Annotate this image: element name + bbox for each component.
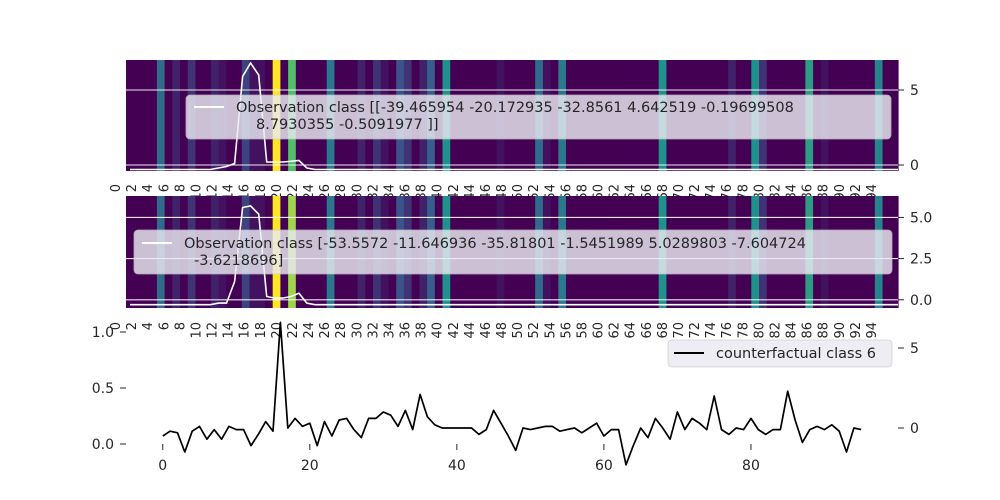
x-tick-label: 14 (222, 322, 237, 339)
heatmap-cell (890, 60, 899, 171)
x-tick-label: 18 (254, 322, 269, 339)
x-tick-label: 36 (399, 322, 414, 339)
x-tick-label: 44 (463, 322, 478, 339)
right-y-tick-label: 5 (910, 341, 919, 357)
x-tick-label: 0 (158, 458, 167, 474)
left-y-tick-label: 0.0 (92, 437, 114, 453)
x-tick-label: 52 (527, 322, 542, 339)
legend-label: Observation class [[-39.465954 -20.17293… (236, 100, 794, 116)
x-tick-label: 92 (849, 322, 864, 339)
heatmap-cell (133, 60, 143, 171)
series-line-counterfactual (162, 321, 862, 466)
x-tick-label: 82 (768, 322, 783, 339)
x-tick-label: 32 (366, 322, 381, 339)
x-tick-label: 42 (447, 322, 462, 339)
legend-box (667, 339, 893, 368)
x-tick-label: 60 (592, 322, 607, 339)
heatmap-cell (890, 196, 899, 308)
x-tick-label: 88 (817, 322, 832, 339)
x-tick-label: 28 (334, 322, 349, 339)
x-tick-label: 64 (624, 322, 639, 339)
x-tick-label: 60 (595, 458, 613, 474)
x-tick-label: 20 (301, 458, 319, 474)
x-tick-label: 4 (141, 184, 156, 192)
x-tick-label: 40 (431, 322, 446, 339)
x-tick-label: 78 (736, 322, 751, 339)
x-tick-label: 80 (742, 458, 760, 474)
x-tick-label: 86 (801, 322, 816, 339)
y-tick-label: 5.0 (910, 210, 932, 226)
left-y-tick-label: 1.0 (92, 325, 114, 341)
x-tick-label: 34 (382, 322, 397, 339)
x-tick-label: 50 (511, 322, 526, 339)
legend-box (133, 229, 893, 275)
x-tick-label: 90 (833, 322, 848, 339)
x-tick-label: 38 (415, 322, 430, 339)
x-tick-label: 8 (173, 322, 188, 330)
x-tick-label: 10 (189, 322, 204, 339)
x-tick-label: 56 (559, 322, 574, 339)
heatmap-cell (126, 196, 135, 308)
x-tick-label: 12 (206, 322, 221, 339)
heatmap-cell (156, 60, 166, 171)
y-tick-label: 2.5 (910, 252, 932, 268)
x-tick-label: 40 (448, 458, 466, 474)
heatmap-cell (149, 60, 158, 171)
heatmap-cell (164, 60, 173, 171)
middle-heatmap-panel: 0.02.55.00 2 4 6 8 10 12 14 16 18 20 22 24 26 28 30 32 34… (109, 196, 932, 339)
x-tick-label: 80 (752, 322, 767, 339)
left-y-tick-label: 0.5 (92, 381, 114, 397)
x-tick-label: 6 (157, 322, 172, 330)
legend-label-line2: 8.7930355 -0.5091977 ]] (256, 117, 439, 133)
x-tick-label: 0 (109, 322, 124, 330)
x-tick-label: 62 (608, 322, 623, 339)
x-tick-label: 30 (350, 322, 365, 339)
heatmap-cell (172, 60, 181, 171)
x-tick-label: 94 (865, 322, 880, 339)
x-tick-label: 4 (141, 322, 156, 330)
x-tick-label: 24 (302, 322, 317, 339)
legend-box (185, 94, 892, 140)
y-tick-label: 0.0 (910, 293, 932, 309)
legend-label: Observation class [-53.5572 -11.646936 -… (184, 236, 806, 252)
x-tick-label: 54 (543, 322, 558, 339)
x-tick-label: 26 (318, 322, 333, 339)
x-tick-label: 70 (672, 322, 687, 339)
x-tick-label: 84 (785, 322, 800, 339)
x-tick-label: 46 (479, 322, 494, 339)
right-y-tick-label: 0 (910, 421, 919, 437)
x-tick-label: 2 (125, 184, 140, 192)
series-line (130, 61, 372, 171)
y-tick-label: 0 (910, 158, 919, 174)
heatmap-cell (180, 60, 189, 171)
top-heatmap-panel: 050 2 4 6 8 10 12 14 16 18 20 22 24 26 28 30 32 34 36 38 40 4… (109, 60, 919, 201)
x-tick-label: 66 (640, 322, 655, 339)
x-tick-label: 0 (109, 184, 124, 192)
series-line (130, 205, 372, 306)
x-tick-label: 74 (704, 322, 719, 339)
legend-label-line2: -3.6218696] (194, 253, 283, 269)
x-tick-label: 20 (270, 322, 285, 339)
x-tick-label: 48 (495, 322, 510, 339)
x-tick-label: 22 (286, 322, 301, 339)
legend-label: counterfactual class 6 (716, 346, 876, 362)
x-tick-label: 72 (688, 322, 703, 339)
x-tick-label: 68 (656, 322, 671, 339)
x-tick-label: 6 (157, 184, 172, 192)
x-tick-label: 58 (575, 322, 590, 339)
y-tick-label: 5 (910, 83, 919, 99)
x-tick-label: 76 (720, 322, 735, 339)
heatmap-cell (126, 60, 135, 171)
x-tick-label: 16 (238, 322, 253, 339)
heatmap-cell (141, 60, 150, 171)
x-tick-label: 2 (125, 322, 140, 330)
x-tick-label: 8 (173, 184, 188, 192)
